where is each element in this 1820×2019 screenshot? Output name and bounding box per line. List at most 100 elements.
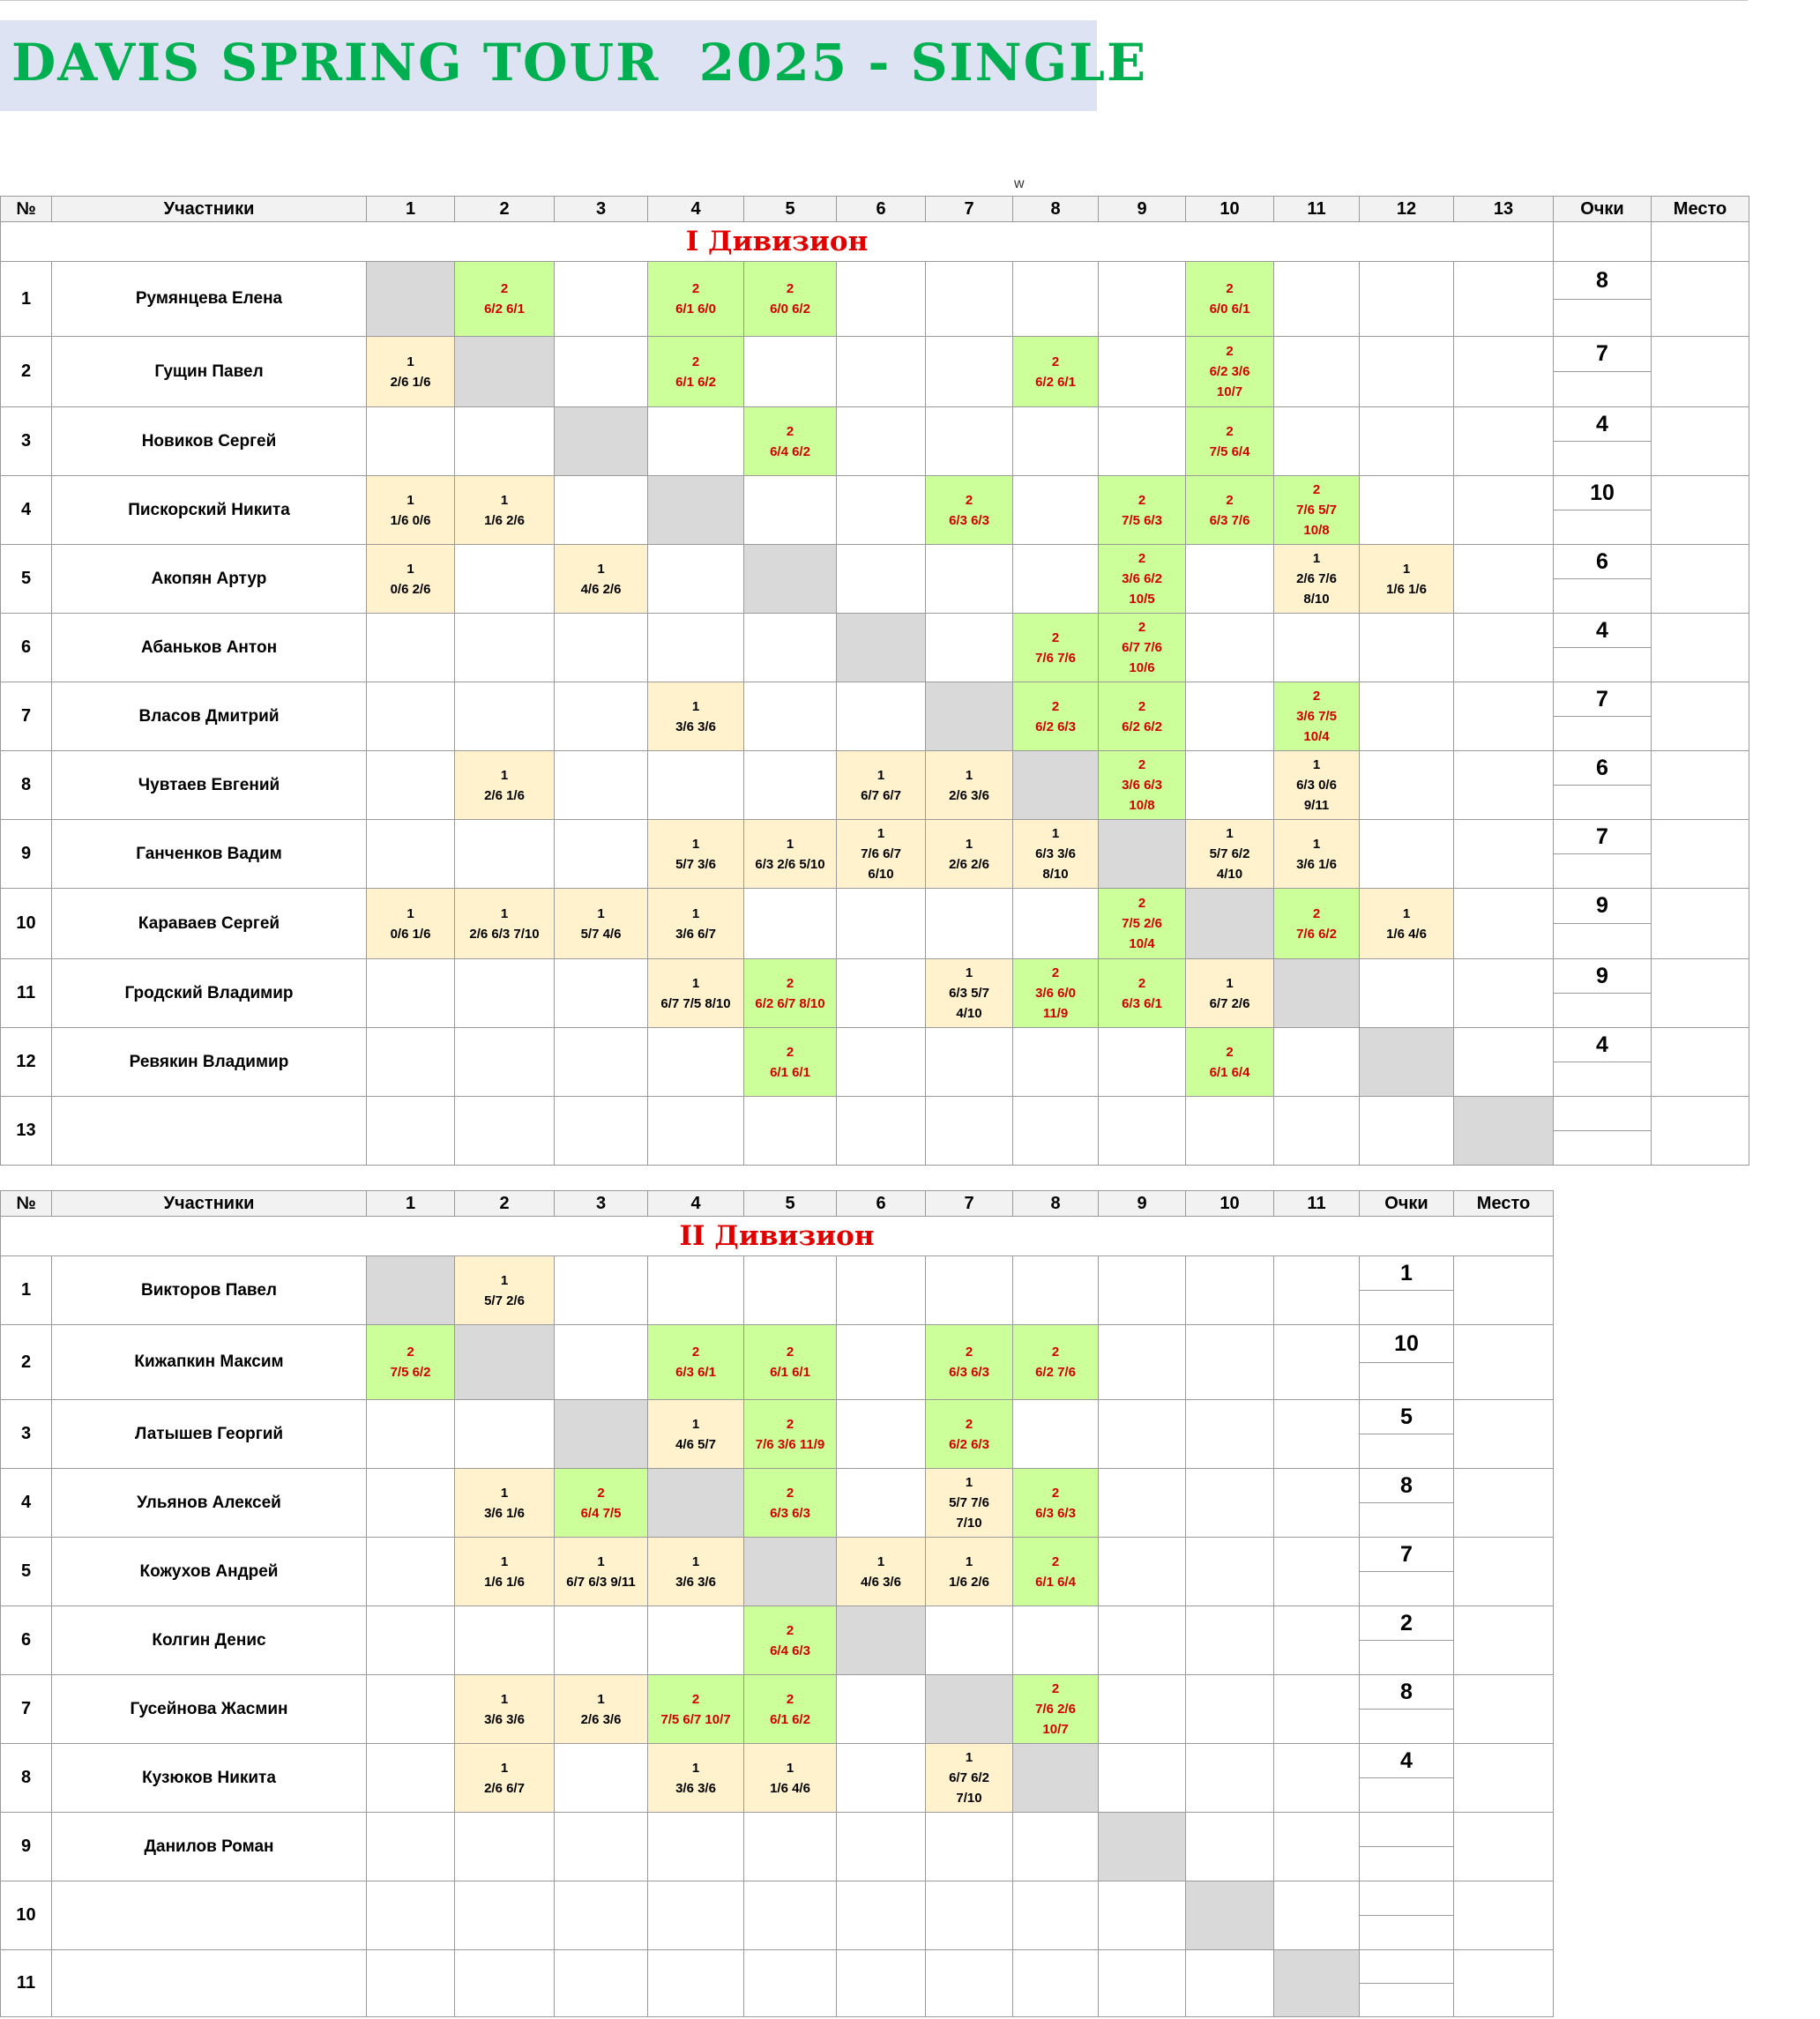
match-score: 4/10 [956,1006,982,1021]
header-col-5: 5 [743,1190,837,1217]
match-points: 1 [691,1760,700,1776]
row-number: 4 [0,475,52,545]
empty-match-cell [836,1949,926,2017]
match-points: 1 [965,1553,973,1569]
header-points: Очки [1359,1190,1454,1217]
empty-match-cell [743,888,837,959]
match-points: 1 [691,1416,700,1432]
match-points: 1 [597,561,605,577]
points-value: 2 [1400,1610,1413,1635]
empty-match-cell [836,1812,926,1881]
match-win-cell: 2 6/3 6/1 [1098,958,1186,1028]
empty-match-cell [836,1096,926,1166]
table-row: 13 [0,1096,1749,1166]
match-points: 1 [500,767,509,783]
match-score: 6/3 7/6 [1209,512,1250,528]
row-number: 10 [0,1881,52,1950]
points-value [1361,1951,1453,1984]
empty-match-cell [554,613,648,682]
match-points: 2 [965,1345,973,1360]
match-score: 6/1 6/4 [1209,1064,1250,1080]
header-place: Место [1651,196,1749,222]
points-lower-cell [1360,1640,1453,1674]
empty-match-cell [1012,1606,1099,1675]
empty-match-cell [554,475,648,545]
match-score: 8/10 [1042,867,1069,882]
table-row: 1 Румянцева Елена 2 6/2 6/1 2 6/1 6/0 2 6/0 6/2… [0,261,1749,337]
empty-match-cell [743,750,837,820]
empty-match-cell [554,1881,648,1950]
empty-match-cell [454,682,555,751]
match-score: 1/6 0/6 [390,512,431,528]
empty-match-cell [925,1949,1013,2017]
empty-match-cell [1012,1027,1099,1097]
match-score: 3/6 3/6 [675,1574,716,1590]
match-points: 1 [1312,551,1321,566]
match-score: 10/4 [1129,936,1155,951]
points-lower-cell [1554,298,1651,336]
empty-match-cell [1098,1096,1186,1166]
row-number: 12 [0,1027,52,1097]
match-loss-cell: 1 6/7 7/5 8/10 [647,958,744,1028]
match-points: 2 [1051,630,1060,645]
empty-match-cell [1185,544,1274,614]
points-lower-cell [1360,1502,1453,1537]
match-points: 2 [691,1345,700,1360]
row-number: 3 [0,1399,52,1469]
table-row: 11 Гродский Владимир 1 6/7 7/5 8/10 2 6/2 6/7… [0,958,1749,1028]
match-points: 1 [1226,975,1234,991]
match-loss-cell: 1 5/7 4/6 [554,888,648,959]
empty-match-cell [647,1027,744,1097]
empty-match-cell [366,1399,455,1469]
match-loss-cell: 1 5/7 3/6 [647,819,744,889]
header-col-4: 4 [647,1190,744,1217]
participant-name: Пискорский Никита [51,475,367,545]
place-cell [1453,1255,1554,1325]
match-score: 3/6 1/6 [1296,856,1337,872]
column-marker: w [1014,176,1025,191]
row-number: 13 [0,1096,52,1166]
header-col-2: 2 [454,196,555,222]
empty-match-cell [454,406,555,476]
match-score: 6/3 6/3 [949,512,989,528]
place-cell [1453,1881,1554,1950]
empty-match-cell [454,1096,555,1166]
empty-match-cell [1359,406,1454,476]
match-score: 1/6 4/6 [770,1780,810,1796]
empty-match-cell [647,1096,744,1166]
match-score: 5/7 3/6 [675,856,716,872]
points-lower-cell [1554,441,1651,475]
table-row: 2 Кижапкин Максим 2 7/5 6/2 2 6/3 6/1 2 6/1 6/1… [0,1324,1554,1400]
empty-match-cell [554,1949,648,2017]
table-row: 5 Акопян Артур 1 0/6 2/6 1 4/6 2/6 2 3/6 6/2 10/… [0,544,1749,614]
header-col-10: 10 [1185,196,1274,222]
match-points: 1 [597,1691,605,1707]
empty-match-cell [1098,261,1186,337]
participant-name [51,1949,367,2017]
match-score: 7/10 [956,1516,982,1531]
empty-match-cell [836,1743,926,1813]
participant-name: Ревякин Владимир [51,1027,367,1097]
empty-match-cell [1359,613,1454,682]
match-points: 1 [407,561,414,577]
place-cell [1651,750,1749,820]
empty-match-cell [454,1606,555,1675]
empty-match-cell [366,819,455,889]
match-points: 1 [1402,561,1411,577]
empty-match-cell [836,1468,926,1538]
empty-match-cell [554,819,648,889]
match-score: 2/6 7/6 [1296,571,1337,586]
match-loss-cell: 1 2/6 1/6 [454,750,555,820]
empty-match-cell [1273,613,1360,682]
points-cell: 5 [1359,1399,1454,1469]
match-score: 3/6 6/0 [1035,986,1076,1001]
empty-match-cell [454,1881,555,1950]
empty-match-cell [1453,819,1554,889]
match-score: 1/6 2/6 [484,512,525,528]
match-points: 1 [691,698,700,714]
points-lower-cell [1554,853,1651,888]
table-row: 1 Викторов Павел 1 5/7 2/6 1 [0,1255,1554,1325]
match-loss-cell: 1 6/3 0/6 9/11 [1273,750,1360,820]
match-score: 3/6 6/2 [1122,571,1162,586]
match-points: 2 [1138,620,1146,635]
